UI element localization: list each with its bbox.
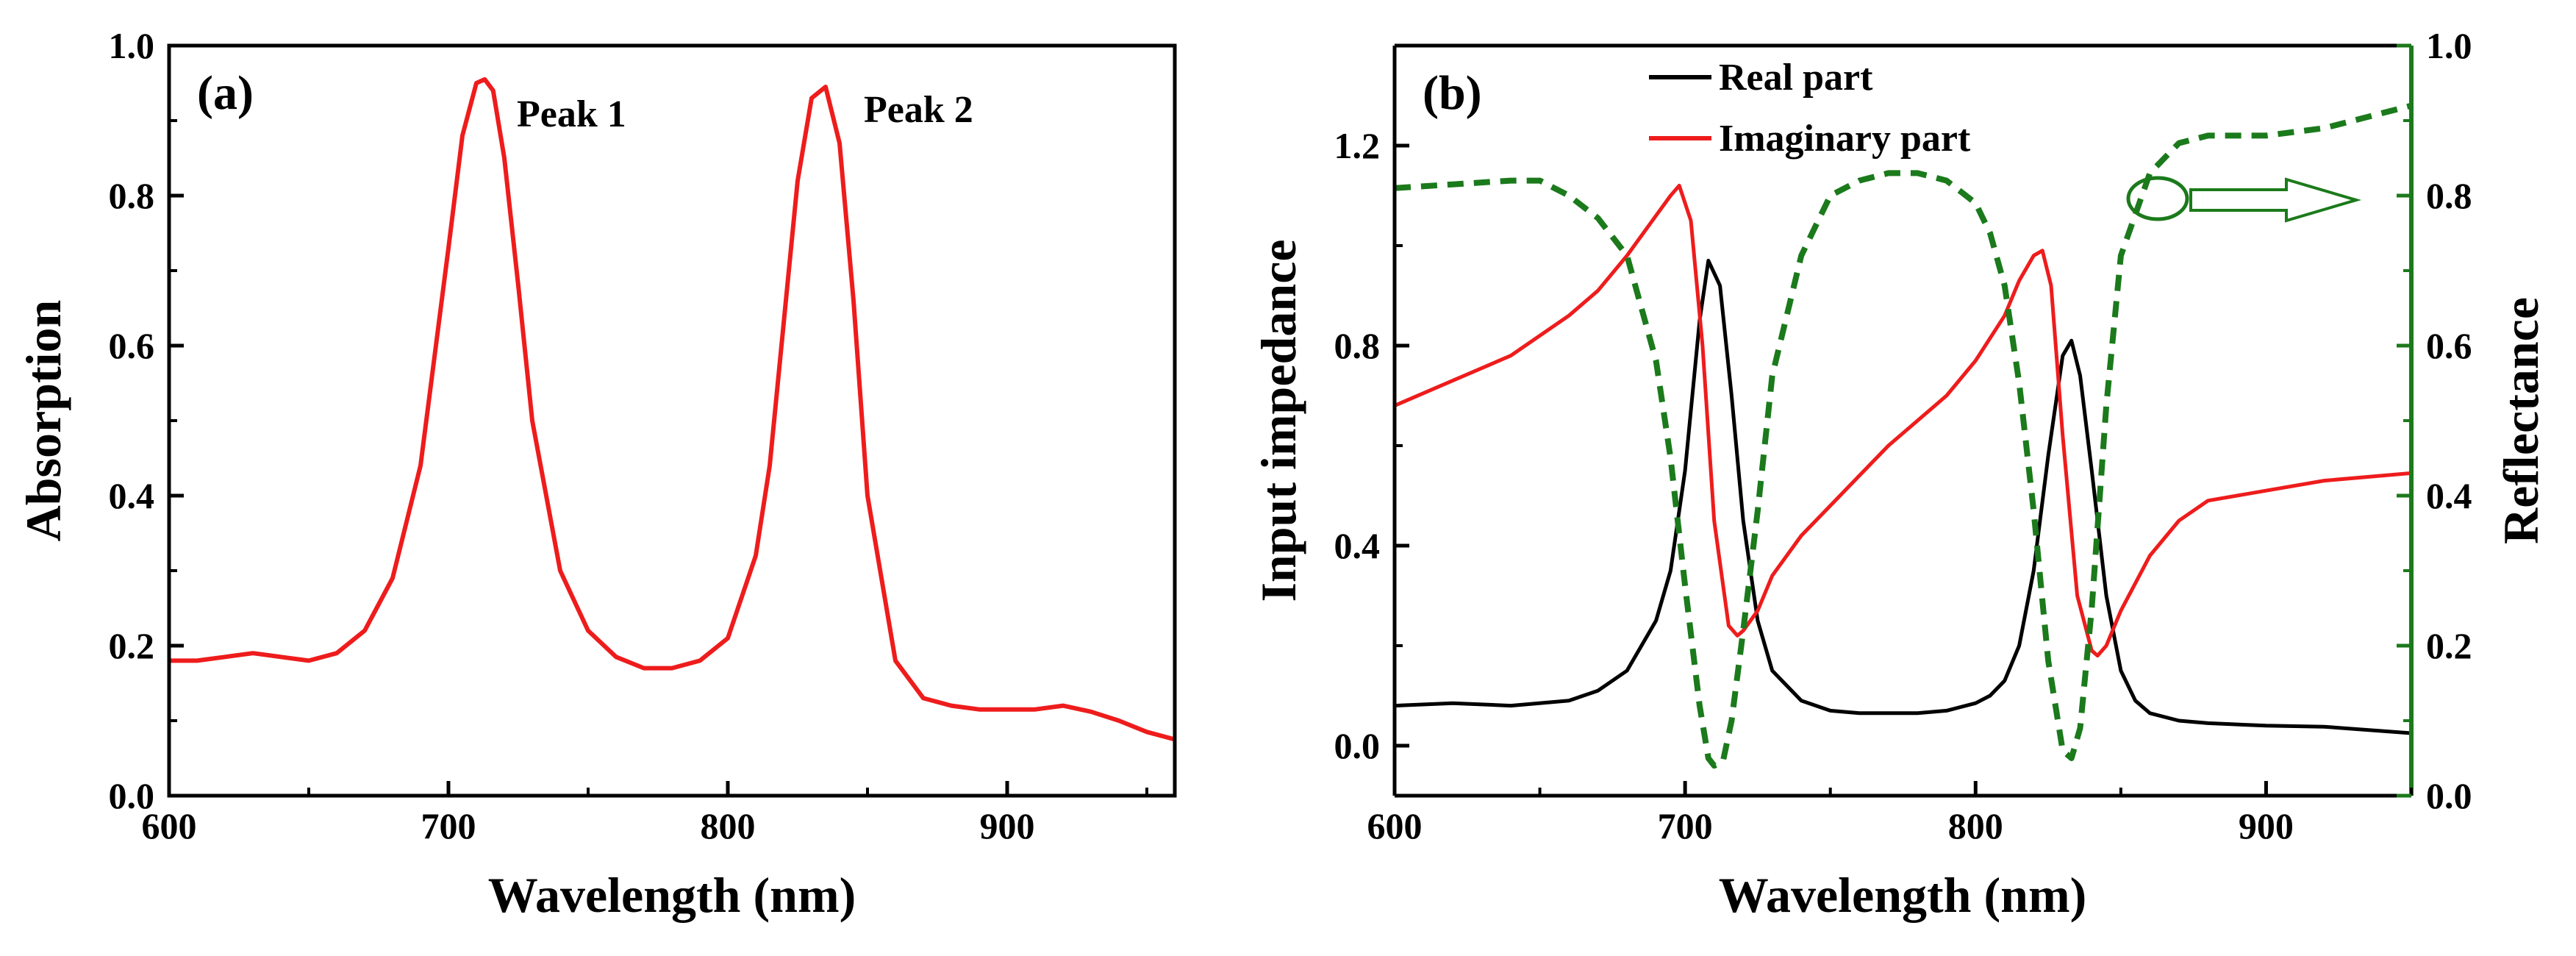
- panel-a-series-layer: [169, 76, 1176, 742]
- panel-a-plot-frame: [167, 43, 1177, 798]
- panel-b-y2-tick-label: 0.8: [2426, 175, 2472, 216]
- absorption-curve: [169, 76, 1176, 742]
- panel-b-ticks: 600 700 800 900 0.0 0.4 0.8 1.2 0.0 0.2 0.4 0.6 0.8 1…: [1334, 25, 2472, 846]
- indicator-ellipse: [2126, 176, 2189, 221]
- panel-a-y-tick-label: 0.0: [109, 775, 155, 816]
- panel-b-y-tick-label: 0.0: [1334, 725, 1381, 766]
- panel-a-x-tick-label: 600: [142, 805, 197, 846]
- real-part-curve: [1395, 258, 2411, 735]
- panel-b-legend: Real part Imaginary part: [1649, 57, 1971, 160]
- panel-b-y2-tick-label: 0.6: [2426, 325, 2472, 366]
- panel-b-y-tick-label: 0.8: [1334, 325, 1381, 366]
- panel-b-x-tick-label: 700: [1658, 805, 1713, 846]
- panel-b-y2-tick-label: 0.2: [2426, 625, 2472, 666]
- peak-2-annotation: Peak 2: [864, 89, 973, 131]
- right-arrow-icon: [2189, 177, 2362, 223]
- panel-a-x-tick-label: 700: [421, 805, 476, 846]
- panel-a-y-tick-label: 0.4: [109, 475, 155, 516]
- legend-imag-label: Imaginary part: [1719, 118, 1971, 160]
- panel-a-ticks: 600 700 800 900 0.0 0.2 0.4 0.6 0.8 1.0: [109, 25, 1148, 846]
- panel-b-label: (b): [1423, 66, 1482, 120]
- panel-b-x-tick-label: 800: [1948, 805, 2003, 846]
- panel-a-x-tick-label: 800: [701, 805, 756, 846]
- panel-b: 600 700 800 900 0.0 0.4 0.8 1.2 0.0 0.2 0.4 0.6 0.8 1…: [1251, 25, 2549, 923]
- imaginary-part-curve: [1395, 183, 2411, 658]
- panel-b-y2-tick-label: 1.0: [2426, 25, 2472, 66]
- panel-b-y-axis-title: Input impedance: [1251, 239, 1306, 602]
- panel-a-x-axis-title: Wavelength (nm): [488, 867, 856, 923]
- panel-b-y-tick-label: 1.2: [1334, 125, 1381, 166]
- reflectance-axis-indicator: [2126, 176, 2362, 223]
- panel-b-series-layer: [1395, 102, 2411, 769]
- panel-a-y-tick-label: 1.0: [109, 25, 155, 66]
- panel-b-x-axis-title: Wavelength (nm): [1719, 867, 2087, 923]
- panel-b-y-tick-label: 0.4: [1334, 525, 1381, 566]
- panel-b-y2-tick-label: 0.4: [2426, 475, 2472, 516]
- panel-a-y-axis-title: Absorption: [15, 300, 71, 542]
- panel-a: 600 700 800 900 0.0 0.2 0.4 0.6 0.8 1.0 (a) Peak …: [15, 25, 1177, 923]
- panel-a-y-tick-label: 0.6: [109, 325, 155, 366]
- panel-a-x-tick-label: 900: [980, 805, 1035, 846]
- panel-b-x-tick-label: 600: [1367, 805, 1423, 846]
- panel-a-label: (a): [197, 66, 254, 120]
- panel-b-x-tick-label: 900: [2239, 805, 2294, 846]
- legend-real-label: Real part: [1719, 57, 1873, 99]
- panel-a-y-tick-label: 0.2: [109, 625, 155, 666]
- peak-1-annotation: Peak 1: [517, 93, 626, 135]
- panel-b-y2-axis-title: Reflectance: [2493, 297, 2549, 544]
- panel-a-y-tick-label: 0.8: [109, 175, 155, 216]
- reflectance-curve: [1395, 102, 2411, 769]
- panel-b-y2-tick-label: 0.0: [2426, 775, 2472, 816]
